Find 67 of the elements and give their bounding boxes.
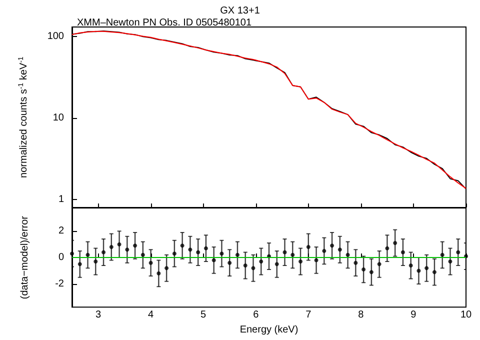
point: [196, 250, 200, 254]
point: [322, 248, 326, 253]
x-tick-label: 4: [148, 310, 154, 321]
x-tick-label: 7: [306, 310, 312, 321]
point: [78, 262, 82, 266]
point: [456, 250, 460, 254]
point: [164, 266, 169, 270]
point: [86, 252, 90, 257]
point: [416, 268, 421, 273]
point: [346, 252, 350, 257]
point: [432, 270, 436, 274]
x-tick-label: 3: [95, 310, 102, 321]
point: [377, 262, 382, 266]
point: [180, 244, 184, 248]
point: [424, 266, 429, 270]
y-tick-label: 1: [58, 194, 64, 206]
point: [408, 263, 413, 268]
x-axis-title: Energy (keV): [240, 324, 298, 336]
point: [448, 260, 452, 264]
x-tick-label: 6: [253, 310, 260, 321]
point: [298, 260, 303, 264]
y-tick-label: 10: [52, 112, 64, 124]
point: [188, 248, 192, 252]
point: [338, 248, 342, 252]
point: [306, 244, 310, 249]
y-axis-title: (data−model)/error: [20, 215, 30, 300]
point: [362, 267, 366, 272]
point: [282, 250, 287, 254]
point: [212, 258, 216, 262]
point: [204, 246, 208, 250]
chart-subtitle: XMM–Newton PN Obs. ID 0505480101: [77, 18, 252, 28]
point: [251, 266, 256, 270]
point: [156, 271, 161, 276]
point: [274, 262, 279, 266]
point: [228, 260, 232, 265]
point: [393, 241, 398, 246]
y-tick-label: 2: [58, 226, 64, 237]
point: [117, 242, 122, 246]
point: [109, 244, 114, 249]
x-tick-label: 10: [460, 310, 472, 321]
chart-title: GX 13+1: [220, 6, 260, 16]
x-tick-label: 9: [410, 310, 417, 321]
point: [369, 270, 374, 274]
point: [125, 248, 130, 252]
point: [172, 252, 176, 256]
point: [330, 244, 334, 248]
y-tick-label: 100: [47, 30, 64, 42]
point: [235, 252, 240, 257]
point: [440, 252, 444, 257]
point: [140, 252, 145, 257]
point: [220, 252, 224, 256]
point: [314, 258, 318, 262]
point: [94, 260, 98, 264]
point: [400, 250, 405, 254]
y-tick-label: -2: [55, 278, 64, 290]
y-tick-label: 0: [58, 252, 64, 264]
point: [290, 252, 295, 257]
point: [70, 252, 74, 256]
point: [354, 260, 358, 265]
x-tick-label: 5: [200, 310, 207, 321]
point: [385, 246, 390, 250]
point: [148, 260, 153, 265]
point: [102, 250, 106, 254]
point: [133, 244, 138, 248]
point: [259, 260, 264, 264]
point: [243, 263, 248, 268]
x-tick-label: 8: [358, 310, 364, 321]
